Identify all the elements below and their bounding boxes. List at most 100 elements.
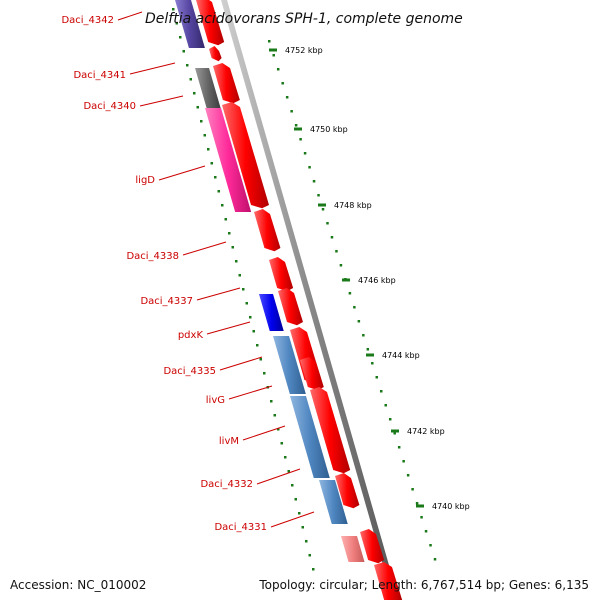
feature-daci-4331 [319,480,348,524]
track-dot [238,274,241,277]
cds-arrow [310,387,351,474]
leader-line [182,241,227,256]
track-dot [252,330,255,333]
track-dot [291,484,294,487]
scale-dot [330,236,334,239]
cds-arrow [269,257,294,292]
scale-label: 4746 kbp [358,276,396,285]
scale-dot [268,40,271,43]
feature-daci-4340 [195,68,221,108]
gene-label: Daci_4332 [200,479,253,490]
scale-dot [335,250,338,253]
scale-dot [285,96,289,99]
scale-dot [276,68,280,71]
track-dot [298,512,301,515]
label-leader-lines [117,11,315,528]
scale-dot [433,558,437,561]
feature-ligD [205,108,252,212]
scale-dot [424,530,428,533]
scale-dot [393,432,396,435]
cds-arrow [300,357,324,391]
track-dot [186,64,189,67]
track-dot [284,456,287,459]
scale-tick-track [268,40,437,561]
scale-dot [321,208,325,211]
track-dot [308,554,311,557]
feature-track [175,0,403,600]
scale-dot [397,446,401,449]
scale-dot [272,54,275,57]
track-dot [242,288,245,291]
scale-dot [362,334,365,337]
cds-arrow [254,209,281,252]
scale-dot [366,348,370,351]
leader-line [228,385,273,400]
track-dot [305,540,308,543]
scale-label: 4740 kbp [432,502,470,511]
track-dot [217,190,220,193]
accession-text: Accession: NC_010002 [10,578,147,592]
leader-line [242,425,286,441]
cds-arrow [196,0,225,46]
scale-dot [375,376,379,379]
track-dot [189,78,192,81]
scale-dot [371,362,374,365]
scale-dot [380,390,383,393]
scale-dot [357,320,361,323]
leader-line [270,511,315,528]
gene-label: pdxK [178,330,204,341]
leader-line [206,321,251,335]
gene-label: ligD [135,175,155,186]
leader-line [256,468,301,485]
gene-label: Daci_4331 [214,522,267,533]
feature-pdxK [259,294,284,331]
track-dot [182,50,185,53]
scale-dot [339,264,343,267]
track-dot [245,302,248,305]
map-title: Delftia acidovorans SPH-1, complete geno… [145,11,463,27]
cds-arrow [335,473,360,509]
track-dot [249,316,252,319]
track-dot [203,134,206,137]
scale-dot [429,544,432,547]
scale-dot [384,404,387,407]
scale-label: 4744 kbp [382,351,420,360]
scale-dot [317,194,320,197]
scale-dot [415,502,419,505]
genome-summary-text: Topology: circular; Length: 6,767,514 bp… [259,578,589,592]
gene-label: livM [219,436,239,447]
cds-arrow [374,562,403,600]
gene-label: Daci_4341 [73,70,126,81]
scale-dot [406,474,410,477]
track-dot [280,442,283,445]
scale-dot [348,292,352,295]
feature-daci-4335 [273,336,306,394]
leader-line [158,165,206,181]
scale-dot [303,152,307,155]
gene-label: Daci_4337 [140,296,193,307]
track-dot [228,232,231,235]
track-dot [294,498,297,501]
track-dot [179,36,182,39]
cds-arrow [222,102,269,209]
track-dot [172,8,175,11]
genome-backbone [221,0,399,600]
scale-dot [388,418,392,421]
track-dot [301,526,304,529]
scale-dot-track [172,8,315,571]
scale-label: 4748 kbp [334,201,372,210]
leader-line [117,11,143,21]
track-dot [235,260,238,263]
gene-label: Daci_4335 [163,366,216,377]
leader-line [129,62,176,75]
scale-dot [308,166,311,169]
track-dot [277,428,280,431]
gene-label: Daci_4338 [126,251,179,262]
cds-arrow [213,63,240,104]
track-dot [200,120,203,123]
gene-label: Daci_4342 [61,15,114,26]
track-dot [175,22,178,25]
track-dot [196,106,199,109]
cds-arrow [360,529,385,564]
